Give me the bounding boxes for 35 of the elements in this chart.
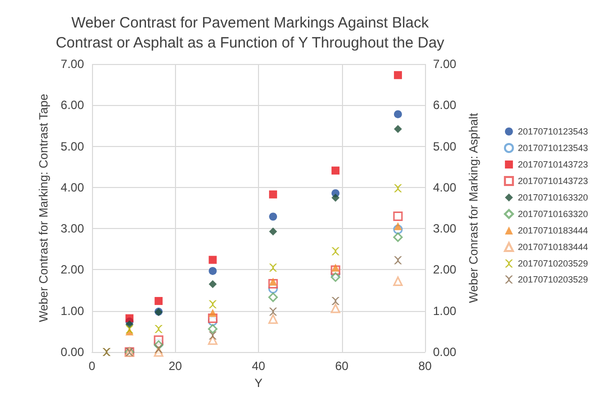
legend-label: 20170710183444: [518, 226, 588, 236]
y-tick-label: 0.00: [60, 345, 84, 359]
y2-tick-label: 3.00: [433, 222, 457, 236]
x-tick-label: 80: [418, 359, 432, 373]
legend-label: 20170710143723: [518, 160, 588, 170]
y2-axis-title: Weber Conrast for Marking: Asphalt: [466, 112, 480, 303]
legend-label: 20170710163320: [518, 209, 588, 219]
y2-tick-label: 4.00: [433, 180, 457, 194]
y-tick-label: 3.00: [60, 222, 84, 236]
x-tick-label: 0: [88, 359, 96, 373]
y2-tick-label: 2.00: [433, 262, 457, 277]
legend-label: 20170710183444: [518, 242, 588, 252]
y-tick-label: 2.00: [60, 262, 84, 277]
legend-label: 20170710203529: [518, 274, 588, 284]
x-tick-label: 60: [335, 359, 349, 373]
y2-tick-label: 6.00: [433, 98, 457, 112]
y2-tick-label: 5.00: [433, 139, 457, 154]
x-tick-label: 40: [252, 359, 266, 373]
y2-tick-label: 7.00: [433, 57, 457, 71]
y2-tick-label: 0.00: [433, 345, 457, 359]
legend-label: 20170710203529: [518, 258, 588, 268]
legend-label: 20170710123543: [518, 143, 588, 153]
y-tick-label: 6.00: [60, 98, 84, 112]
y-tick-label: 4.00: [60, 180, 84, 194]
y-axis-title: Weber Contrast for Marking: Contrast Tape: [36, 94, 51, 322]
y-tick-label: 7.00: [60, 57, 84, 71]
y-tick-label: 1.00: [60, 304, 84, 318]
legend-label: 20170710123543: [518, 126, 588, 136]
chart-title: Weber Contrast for Pavement Markings Against Black Contrast or Asphalt as a Function of Y Throughout the Day: [56, 14, 445, 52]
x-axis-title: Y: [254, 376, 263, 390]
legend-label: 20170710163320: [518, 192, 588, 202]
y-tick-label: 5.00: [60, 139, 84, 154]
legend-label: 20170710143723: [518, 176, 588, 186]
x-tick-label: 20: [168, 359, 182, 373]
y2-tick-label: 1.00: [433, 304, 457, 318]
